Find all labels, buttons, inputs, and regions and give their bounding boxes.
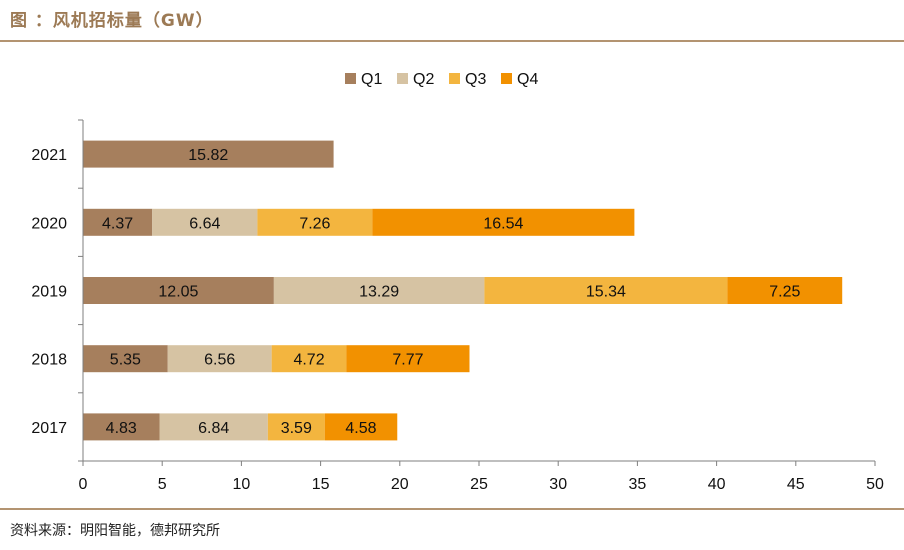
data-label-2019-q2: 13.29 (359, 284, 399, 301)
x-tick-label: 40 (708, 476, 726, 493)
legend-swatch-q3 (449, 73, 460, 84)
bar-2017-q4 (324, 413, 398, 441)
category-label-2018: 2018 (31, 352, 67, 369)
bottom-rule (0, 508, 904, 510)
data-label-2019-q1: 12.05 (158, 284, 198, 301)
data-label-2018-q1: 5.35 (110, 352, 141, 369)
data-label-2020-q2: 6.64 (189, 215, 220, 232)
x-tick-label: 50 (866, 476, 884, 493)
bar-2018-q2 (167, 345, 272, 373)
legend-label-q1: Q1 (361, 71, 382, 88)
bar-2021-q1 (83, 140, 334, 168)
data-label-2018-q3: 4.72 (293, 352, 324, 369)
bar-2020-q2 (152, 208, 258, 236)
bar-2020-q3 (257, 208, 373, 236)
category-label-2021: 2021 (31, 147, 67, 164)
source-note: 资料来源：明阳智能，德邦研究所 (10, 523, 220, 539)
legend-label-q4: Q4 (517, 71, 538, 88)
x-tick-label: 45 (787, 476, 805, 493)
bar-2017-q1 (83, 413, 160, 441)
x-tick-label: 30 (549, 476, 567, 493)
category-label-2019: 2019 (31, 284, 67, 301)
data-label-2017-q3: 3.59 (281, 420, 312, 437)
top-rule (0, 40, 904, 42)
data-label-2020-q1: 4.37 (102, 215, 133, 232)
bar-2018-q3 (271, 345, 347, 373)
data-label-2017-q1: 4.83 (106, 420, 137, 437)
data-label-2019-q4: 7.25 (769, 284, 800, 301)
figure-title: 图 ：风机招标量（GW） (10, 11, 214, 31)
data-label-2018-q2: 6.56 (204, 352, 235, 369)
data-label-2020-q4: 16.54 (483, 215, 523, 232)
bar-2018-q1 (83, 345, 168, 373)
legend-swatch-q1 (345, 73, 356, 84)
bar-2019-q3 (484, 277, 728, 304)
x-tick-label: 10 (233, 476, 251, 493)
legend-swatch-q4 (501, 73, 512, 84)
data-label-2017-q4: 4.58 (345, 420, 376, 437)
bar-2019-q1 (83, 277, 274, 304)
bar-2020-q1 (83, 208, 153, 236)
data-label-2019-q3: 15.34 (586, 284, 626, 301)
legend-swatch-q2 (397, 73, 408, 84)
data-label-2018-q4: 7.77 (392, 352, 423, 369)
bar-2017-q2 (159, 413, 268, 441)
x-tick-label: 25 (470, 476, 488, 493)
x-tick-label: 15 (312, 476, 330, 493)
bar-2019-q4 (727, 277, 843, 304)
category-label-2020: 2020 (31, 215, 67, 232)
bar-2020-q4 (372, 208, 635, 236)
bar-2017-q3 (267, 413, 325, 441)
legend-label-q2: Q2 (413, 71, 434, 88)
x-tick-label: 20 (391, 476, 409, 493)
category-label-2017: 2017 (31, 420, 67, 437)
bar-2018-q4 (346, 345, 470, 373)
legend-label-q3: Q3 (465, 71, 486, 88)
data-label-2020-q3: 7.26 (299, 215, 330, 232)
data-label-2021-q1: 15.82 (188, 147, 228, 164)
x-tick-label: 0 (79, 476, 88, 493)
x-tick-label: 5 (158, 476, 167, 493)
data-label-2017-q2: 6.84 (198, 420, 229, 437)
bar-2019-q2 (273, 277, 485, 304)
x-tick-label: 35 (629, 476, 647, 493)
